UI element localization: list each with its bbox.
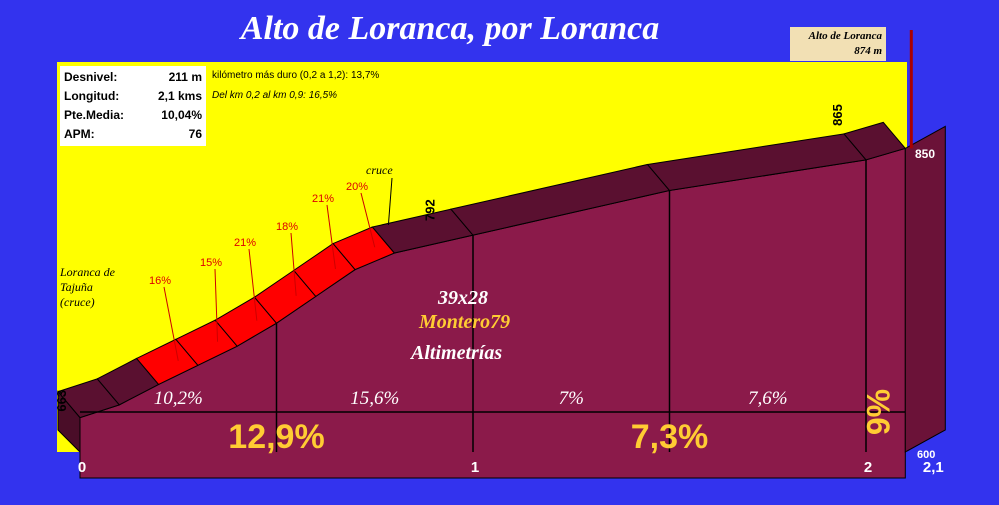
km-gradient-label: 7,3% [631,418,709,456]
stats-row: Desnivel: 211 m [60,68,206,87]
steep-leader-line [214,268,219,342]
annotation-start-label: Tajuña [60,280,93,294]
km-gradient-label: 12,9% [228,418,324,456]
summit-label: Alto de Loranca 874 m [790,27,886,61]
annotation-start-label: (cruce) [60,295,95,309]
stats-value: 76 [188,127,202,141]
x-tick-label: 2 [864,459,872,476]
watermark-code: 39x28 [438,287,488,309]
watermark-site: Altimetrías [411,342,503,364]
title-container: Alto de Loranca, por Loranca [0,10,900,48]
steep-leader-line [290,232,297,296]
stats-row: Longitud: 2,1 kms [60,87,206,106]
stats-label: Pte.Media: [64,108,125,122]
x-tick-label: 0 [78,459,86,476]
stats-value: 10,04% [161,108,202,122]
stats-label: Desnivel: [64,70,118,84]
altitude-point-label: 865 [830,104,845,126]
steep-gradient-label: 15% [200,257,222,269]
notes-block: kilómetro más duro (0,2 a 1,2): 13,7% De… [212,66,379,106]
x-tick-label: 2,1 [923,459,944,476]
note-segment: Del km 0,2 al km 0,9: 16,5% [212,90,338,101]
stats-label: Longitud: [64,89,120,103]
altitude-point-label: 663 [54,390,69,412]
stats-value: 2,1 kms [157,89,202,103]
steep-gradient-label: 18% [276,221,298,233]
annotation-start-label: Loranca de [59,265,116,279]
steep-gradient-label: 16% [149,275,171,287]
half-km-gradient-label: 7% [559,388,584,409]
y-tick-label: 850 [915,147,935,161]
altitude-point-label: 792 [422,199,437,221]
note-hardest-km: kilómetro más duro (0,2 a 1,2): 13,7% [212,70,380,81]
steep-gradient-label: 21% [312,193,334,205]
annotation-leader-line [387,177,393,226]
labels-layer: 10,2% 15,6% 7% 7,6% 12,9% 7,3% 9% 16% 15% 21% 18% 2… [54,104,944,476]
right-side-face [904,125,946,453]
y-tick-label: 600 [917,449,935,461]
half-km-gradient-label: 15,6% [350,388,399,409]
annotation-cruce-label: cruce [366,163,393,177]
watermark-author: Montero79 [419,311,511,333]
half-km-gradient-label: 7,6% [748,388,788,409]
ridge-segment [843,121,907,161]
steep-gradient-label: 21% [234,237,256,249]
steep-leader-line [163,286,179,361]
steep-leader-line [326,204,336,270]
summit-name: Alto de Loranca [808,30,882,42]
stats-row: APM: 76 [60,125,206,144]
stats-table: Desnivel: 211 m Longitud: 2,1 kms Pte.Media:… [60,66,206,146]
half-km-gradient-label: 10,2% [154,388,203,409]
chart-title: Alto de Loranca, por Loranca [240,10,660,47]
stats-label: APM: [64,127,95,141]
profile-layer [57,30,946,479]
steep-leader-line [248,248,258,321]
km-gradient-label: 9% [861,389,897,435]
steep-gradient-label: 20% [346,181,368,193]
x-tick-label: 1 [471,459,479,476]
steep-leader-line [360,192,376,248]
summit-altitude: 874 m [854,45,882,57]
stats-value: 211 m [168,70,202,84]
stats-row: Pte.Media: 10,04% [60,106,206,125]
